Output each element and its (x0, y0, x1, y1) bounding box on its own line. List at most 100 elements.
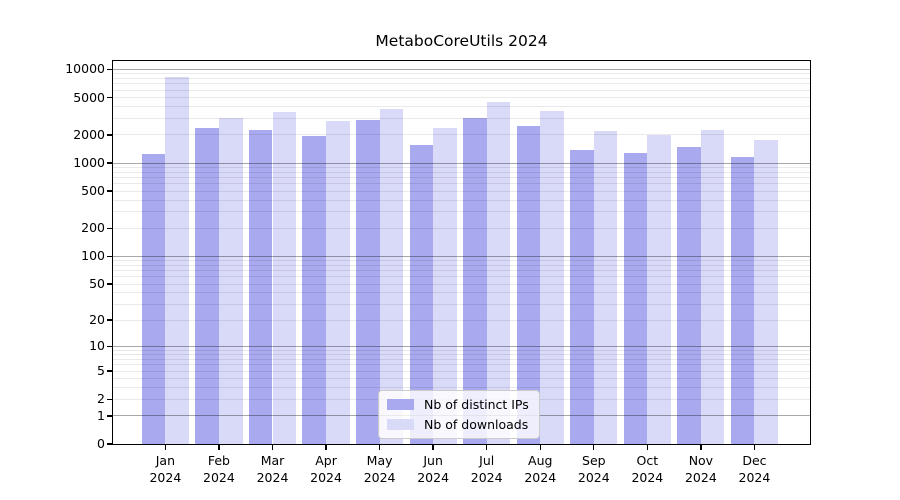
x-tick-mark (539, 444, 541, 450)
bar-downloads-jan (165, 76, 189, 444)
gridline-600 (113, 183, 810, 185)
gridline-4 (113, 378, 810, 380)
y-tick-mark (107, 398, 113, 400)
x-tick-label-apr: Apr 2024 (310, 453, 342, 485)
bar-downloads-mar (272, 112, 297, 444)
gridline-1000 (113, 162, 810, 164)
y-tick-mark (107, 227, 113, 229)
bar-downloads-dec (754, 139, 779, 444)
gridline-9 (113, 349, 810, 351)
gridline-90 (113, 260, 810, 262)
gridline-3 (113, 387, 810, 389)
legend-item-downloads: Nb of downloads (387, 417, 529, 432)
gridline-400 (113, 199, 810, 201)
x-tick-label-oct: Oct 2024 (631, 453, 664, 485)
gridline-30 (113, 303, 810, 305)
x-tick-label-jul: Jul 2024 (470, 453, 503, 485)
gridline-40 (113, 292, 810, 294)
legend-swatch-downloads (387, 419, 414, 430)
y-tick-label-100: 100 (81, 248, 105, 264)
gridline-300 (113, 211, 810, 213)
bars-layer (113, 61, 810, 444)
legend-label-downloads: Nb of downloads (424, 417, 529, 432)
y-tick-label-5000: 5000 (73, 89, 105, 105)
gridline-700 (113, 177, 810, 178)
legend-label-distinct-ips: Nb of distinct IPs (424, 397, 529, 412)
bar-downloads-jul (486, 102, 511, 444)
x-tick-mark (432, 444, 434, 450)
y-tick-label-2: 2 (97, 391, 105, 407)
y-tick-mark (107, 283, 113, 285)
y-tick-label-10000: 10000 (65, 61, 105, 77)
x-tick-label-feb: Feb 2024 (203, 453, 235, 485)
y-tick-mark (107, 319, 113, 321)
x-tick-mark (218, 444, 220, 450)
gridline-3000 (113, 117, 810, 119)
legend: Nb of distinct IPs Nb of downloads (378, 390, 540, 439)
gridline-6 (113, 364, 810, 366)
bar-downloads-jun (433, 127, 457, 444)
y-tick-label-10: 10 (89, 338, 105, 354)
y-tick-mark (107, 370, 113, 372)
gridline-8000 (113, 77, 810, 79)
bar-distinct-ips-dec (730, 156, 755, 444)
gridline-4000 (113, 106, 810, 108)
y-tick-label-50: 50 (89, 276, 105, 292)
bar-downloads-feb (218, 118, 243, 444)
y-tick-mark (107, 415, 113, 417)
y-tick-mark (107, 162, 113, 164)
bar-downloads-oct (647, 134, 671, 444)
gridline-9000 (113, 73, 810, 75)
y-tick-label-1: 1 (97, 407, 105, 423)
x-tick-label-mar: Mar 2024 (256, 453, 289, 485)
x-tick-mark (753, 444, 756, 450)
x-tick-label-jan: Jan 2024 (149, 453, 182, 485)
bar-distinct-ips-may (356, 119, 380, 444)
gridline-100 (113, 255, 810, 257)
bar-downloads-may (379, 108, 404, 444)
bar-distinct-ips-apr (302, 136, 327, 444)
gridline-5000 (113, 97, 810, 99)
y-tick-mark (107, 443, 113, 445)
x-tick-label-may: May 2024 (363, 453, 396, 485)
bar-distinct-ips-jun (409, 145, 434, 444)
bar-distinct-ips-nov (677, 147, 701, 444)
gridline-60 (113, 276, 810, 278)
x-tick-mark (164, 444, 167, 450)
y-tick-mark (107, 255, 113, 257)
legend-item-distinct-ips: Nb of distinct IPs (387, 397, 529, 412)
legend-swatch-distinct-ips (387, 399, 414, 410)
x-tick-mark (325, 444, 327, 450)
gridline-20 (113, 319, 810, 321)
bar-distinct-ips-feb (195, 127, 219, 444)
y-tick-label-5: 5 (97, 363, 105, 379)
x-tick-mark (378, 444, 381, 450)
y-tick-label-200: 200 (81, 220, 105, 236)
gridline-800 (113, 171, 810, 173)
x-tick-mark (271, 444, 274, 450)
x-tick-mark (486, 444, 488, 450)
gridline-10000 (113, 68, 810, 70)
x-tick-mark (646, 444, 649, 450)
gridline-7 (113, 358, 810, 360)
x-tick-label-sep: Sep 2024 (577, 453, 610, 485)
bar-distinct-ips-aug (516, 125, 541, 444)
bar-downloads-sep (593, 130, 618, 444)
x-tick-label-aug: Aug 2024 (524, 453, 557, 485)
y-tick-label-500: 500 (81, 183, 105, 199)
gridline-200 (113, 227, 810, 229)
x-tick-mark (593, 444, 595, 450)
x-tick-label-nov: Nov 2024 (684, 453, 717, 485)
chart-title: MetaboCoreUtils 2024 (375, 32, 548, 50)
y-tick-label-0: 0 (97, 436, 105, 451)
bar-distinct-ips-jul (463, 117, 487, 444)
bar-downloads-aug (540, 111, 564, 444)
gridline-5 (113, 370, 810, 372)
gridline-500 (113, 190, 810, 192)
x-tick-label-jun: Jun 2024 (417, 453, 450, 485)
gridline-50 (113, 283, 810, 285)
bar-downloads-nov (700, 129, 725, 444)
y-tick-label-1000: 1000 (73, 155, 105, 171)
y-tick-mark (107, 190, 113, 192)
